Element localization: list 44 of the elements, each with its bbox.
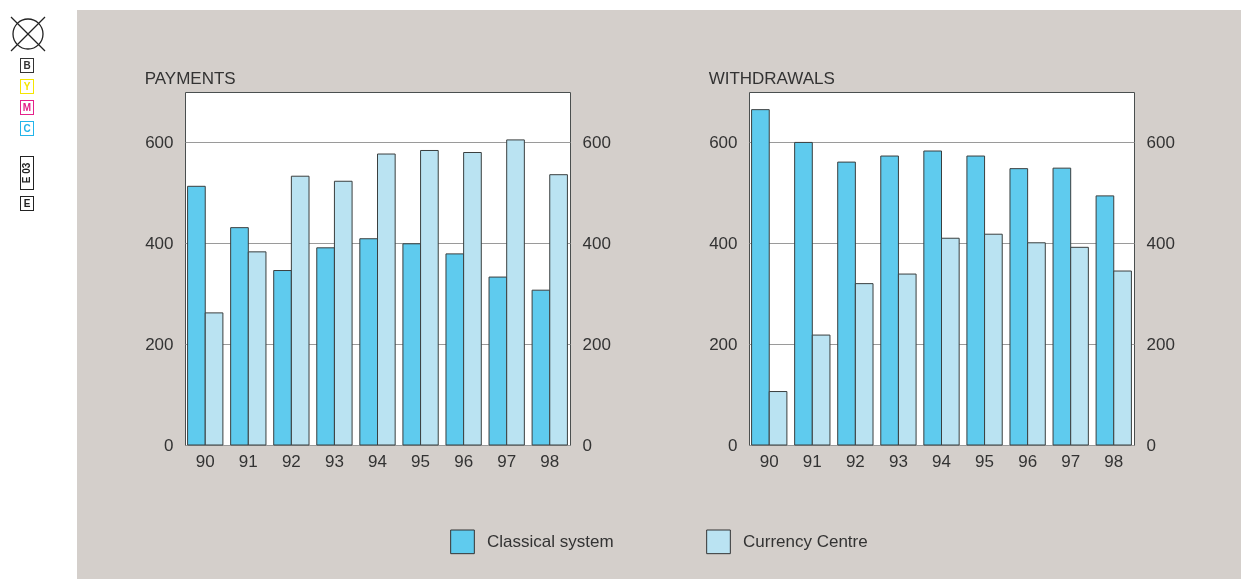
chart-title: PAYMENTS xyxy=(144,69,236,88)
y-tick-label: 600 xyxy=(709,132,738,152)
y2-tick-label: 600 xyxy=(582,132,611,152)
x-tick-label: 91 xyxy=(802,451,822,471)
x-tick-label: 92 xyxy=(845,451,865,471)
x-tick-label: 94 xyxy=(368,451,387,471)
x-tick-label: 94 xyxy=(932,451,951,471)
x-tick-label: 98 xyxy=(540,451,560,471)
legend-label: Currency Centre xyxy=(743,531,868,551)
chart-title: WITHDRAWALS xyxy=(708,69,835,88)
x-tick-label: 93 xyxy=(324,451,344,471)
y2-tick-label: 0 xyxy=(582,435,592,455)
y-tick-label: 0 xyxy=(164,435,174,455)
y2-tick-label: 400 xyxy=(1146,233,1175,253)
text: E xyxy=(20,196,34,211)
x-tick-label: 96 xyxy=(454,451,474,471)
y-tick-label: 200 xyxy=(145,334,174,354)
y2-tick-label: 600 xyxy=(1146,132,1175,152)
text: B xyxy=(20,58,34,73)
x-tick-label: 92 xyxy=(281,451,301,471)
legend-label: Classical system xyxy=(487,531,614,551)
x-tick-label: 91 xyxy=(238,451,258,471)
x-tick-label: 90 xyxy=(759,451,779,471)
text: Y xyxy=(20,79,34,94)
y2-tick-label: 0 xyxy=(1146,435,1156,455)
x-tick-label: 95 xyxy=(975,451,995,471)
text: E 03 xyxy=(20,156,34,190)
x-tick-label: 97 xyxy=(1061,451,1081,471)
x-tick-label: 93 xyxy=(888,451,908,471)
x-tick-label: 96 xyxy=(1018,451,1038,471)
y2-tick-label: 200 xyxy=(582,334,611,354)
y-tick-label: 400 xyxy=(145,233,174,253)
y-tick-label: 0 xyxy=(728,435,738,455)
y2-tick-label: 400 xyxy=(582,233,611,253)
text: M xyxy=(20,100,34,115)
text: C xyxy=(20,121,34,136)
x-tick-label: 97 xyxy=(497,451,517,471)
y2-tick-label: 200 xyxy=(1146,334,1175,354)
x-tick-label: 90 xyxy=(195,451,215,471)
y-tick-label: 600 xyxy=(145,132,174,152)
y-tick-label: 400 xyxy=(709,233,738,253)
x-tick-label: 98 xyxy=(1104,451,1124,471)
x-tick-label: 95 xyxy=(411,451,431,471)
y-tick-label: 200 xyxy=(709,334,738,354)
